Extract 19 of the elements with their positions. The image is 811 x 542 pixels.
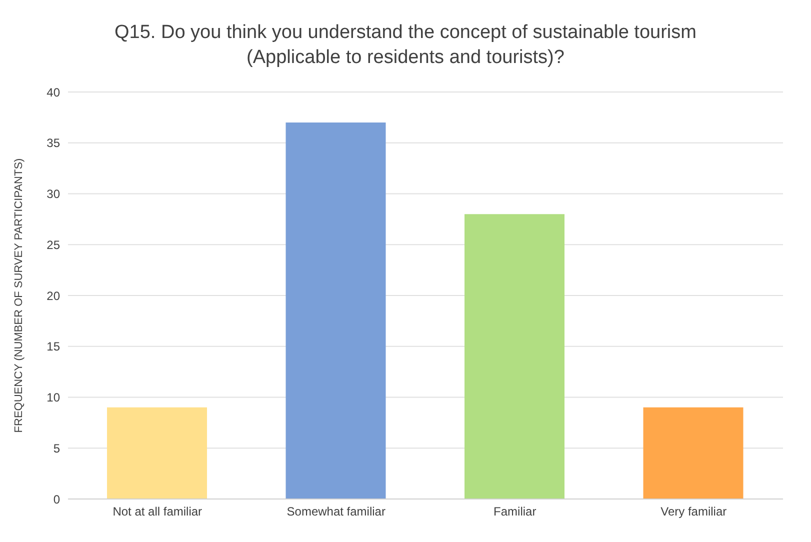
bar xyxy=(286,122,386,499)
bar xyxy=(643,407,744,499)
bar xyxy=(107,407,207,499)
x-tick-label: Somewhat familiar xyxy=(286,504,386,519)
y-tick-label: 30 xyxy=(46,187,60,202)
y-tick-label: 20 xyxy=(46,288,60,303)
chart-title: Q15. Do you think you understand the concept of sustainable tourism (Applicable to residents and tourists)? xyxy=(114,21,698,70)
y-tick-label: 0 xyxy=(53,492,60,506)
y-tick-label: 10 xyxy=(46,390,60,405)
y-tick-label: 35 xyxy=(46,136,60,150)
y-tick-label: 5 xyxy=(53,441,60,456)
x-tick-label: Not at all familiar xyxy=(112,504,202,519)
x-tick-label: Familiar xyxy=(494,504,536,519)
y-tick-label: 25 xyxy=(46,238,60,252)
y-tick-label: 15 xyxy=(46,340,60,354)
bar xyxy=(464,214,564,499)
y-axis-title: FREQUENCY (NUMBER OF SURVEY PARTICIPANTS) xyxy=(12,158,25,433)
y-tick-label: 40 xyxy=(46,85,60,100)
x-tick-label: Very familiar xyxy=(660,504,727,519)
